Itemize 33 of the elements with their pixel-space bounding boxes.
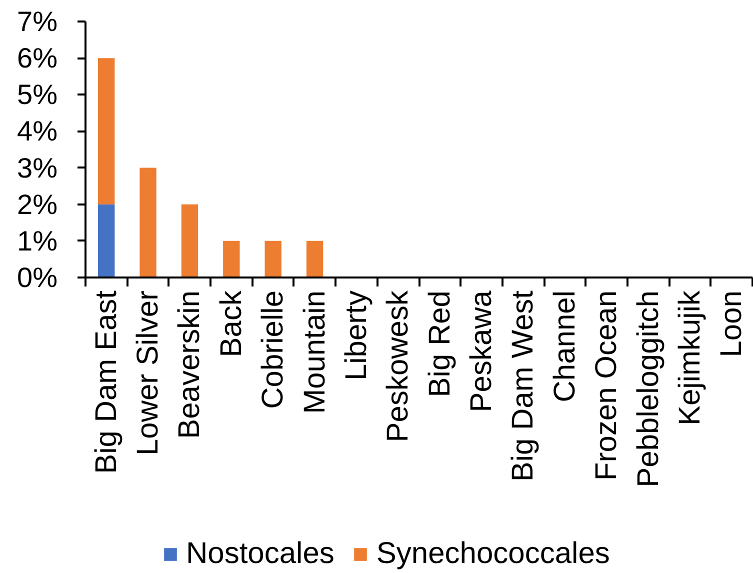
y-tick-label: 4% [17,116,58,147]
x-tick-label: Lower Silver [132,290,165,456]
x-tick-label: Peskowesk [382,290,415,442]
y-tick-label: 6% [17,42,58,74]
y-tick-label: 7% [17,6,58,37]
bar [98,58,115,204]
y-tick-label: 3% [17,152,58,184]
x-tick-label: Big Dam West [506,290,540,482]
x-tick-label: Beaverskin [173,290,206,439]
y-tick-label: 0% [17,262,58,293]
x-tick-label: Loon [715,290,748,358]
bar [181,204,198,278]
x-tick-label: Big Red [423,290,456,398]
x-tick-label: Frozen Ocean [590,290,624,481]
legend-label: Synechococcales [376,537,610,571]
y-tick-label: 2% [17,188,58,220]
bar [140,168,156,278]
x-tick-label: Pebbleloggitch [632,290,665,488]
x-tick-label: Liberty [340,290,373,381]
bar [264,240,282,278]
x-tick-label: Mountain [298,290,332,414]
x-tick-label: Big Dam East [90,290,123,474]
y-tick-label: 5% [17,79,58,110]
bar [98,204,115,278]
x-tick-label: Kejimkujik [673,290,706,426]
y-tick-label: 1% [17,225,58,256]
x-tick-label: Peskawa [465,290,498,412]
bar [306,240,324,278]
x-tick-label: Back [214,290,248,358]
x-tick-label: Cobrielle [256,290,290,409]
bar [223,240,240,278]
x-tick-label: Channel [548,290,582,402]
legend-label: Nostocales [186,537,334,571]
